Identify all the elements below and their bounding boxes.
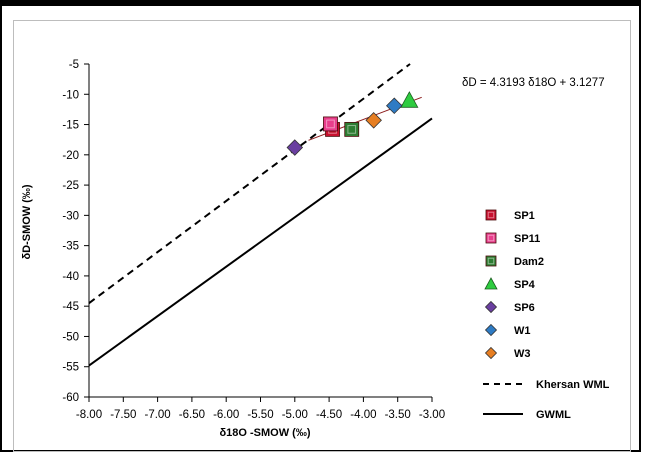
legend-sp11-marker-shape <box>485 232 497 244</box>
point-dam2-shape <box>344 121 360 137</box>
point-sp6-shape <box>286 139 304 156</box>
legend-dam2-marker-highlight <box>487 257 495 265</box>
x-tick-label: -5.00 <box>282 409 308 421</box>
point-w3-shape <box>365 112 382 129</box>
x-tick-label: -4.00 <box>350 409 376 421</box>
y-tick-label: -20 <box>62 150 79 162</box>
chart-border <box>13 20 631 452</box>
legend-sp1-marker <box>485 209 497 221</box>
legend-w3-marker <box>484 346 498 360</box>
point-dam2-highlight <box>347 125 357 134</box>
y-tick-labels: -60 -55 -50 -45 -40 -35 -30 -25 -20 -15 -10 -5 <box>62 59 79 404</box>
x-tick-label: -7.00 <box>144 409 170 421</box>
legend-w1-marker-shape <box>484 323 498 337</box>
legend-sp11-marker-highlight <box>487 234 495 242</box>
legend: SP1 SP11 Dam2 SP4 SP6 W1 W3 Khersan WML GWML <box>483 209 610 421</box>
axes <box>84 63 433 402</box>
point-sp11-shape <box>323 116 338 132</box>
point-w1-shape <box>386 97 403 115</box>
legend-w1-label: W1 <box>514 325 531 337</box>
gwml-line <box>88 117 433 367</box>
legend-w3-label: W3 <box>514 348 531 360</box>
point-sp4 <box>400 91 419 108</box>
y-tick-label: -50 <box>62 331 79 343</box>
legend-w1-marker <box>484 323 498 337</box>
y-tick-label: -10 <box>62 89 79 101</box>
x-tick-label: -5.50 <box>247 409 273 421</box>
legend-sp6-marker <box>484 300 498 314</box>
regression-equation: δD = 4.3193 δ18O + 3.1277 <box>462 77 605 89</box>
x-tick-label: -8.00 <box>76 409 102 421</box>
legend-sp1-marker-highlight <box>487 211 495 219</box>
x-tick-labels: -8.00 -7.50 -7.00 -6.50 -6.00 -5.50 -5.00 -4.50… <box>76 409 445 421</box>
x-tick-label: -4.50 <box>316 409 342 421</box>
legend-sp4-marker <box>484 277 498 290</box>
legend-sp4-marker-shape <box>484 277 498 290</box>
point-sp6 <box>286 139 304 156</box>
legend-w3-marker-shape <box>484 346 498 360</box>
y-tick-label: -45 <box>62 301 79 313</box>
data-points <box>286 91 419 156</box>
point-sp4-shape <box>400 91 419 108</box>
y-tick-label: -30 <box>62 210 79 222</box>
legend-dam2-label: Dam2 <box>514 256 544 268</box>
point-sp11-highlight <box>326 119 335 129</box>
x-tick-label: -7.50 <box>110 409 136 421</box>
legend-khersan-wml-label: Khersan WML <box>536 379 610 391</box>
y-tick-label: -5 <box>69 59 79 71</box>
y-tick-label: -55 <box>62 362 79 374</box>
legend-sp11-label: SP11 <box>514 233 540 245</box>
legend-gwml-label: GWML <box>536 409 571 421</box>
y-tick-label: -35 <box>62 241 79 253</box>
legend-sp6-label: SP6 <box>514 302 535 314</box>
x-tick-label: -6.50 <box>179 409 205 421</box>
legend-sp11-marker <box>485 232 497 244</box>
khersan-wml-line <box>88 63 411 304</box>
y-tick-label: -25 <box>62 180 79 192</box>
legend-sp6-marker-shape <box>484 300 498 314</box>
x-tick-label: -3.50 <box>385 409 411 421</box>
reference-lines <box>88 63 433 367</box>
y-tick-label: -60 <box>62 392 79 404</box>
point-w1 <box>386 97 403 115</box>
y-tick-label: -40 <box>62 271 79 283</box>
legend-sp4-label: SP4 <box>514 279 536 291</box>
legend-sp1-marker-shape <box>485 209 497 221</box>
x-tick-label: -3.00 <box>419 409 445 421</box>
x-axis-title: δ18O -SMOW (‰) <box>219 427 310 439</box>
point-w3 <box>365 112 382 129</box>
point-dam2 <box>344 121 360 137</box>
point-sp11 <box>323 116 338 132</box>
y-axis-title: δD-SMOW (‰) <box>21 184 33 259</box>
legend-dam2-marker <box>485 255 497 267</box>
legend-sp1-label: SP1 <box>514 210 535 222</box>
y-tick-label: -15 <box>62 120 79 132</box>
x-tick-label: -6.00 <box>213 409 239 421</box>
legend-dam2-marker-shape <box>485 255 497 267</box>
